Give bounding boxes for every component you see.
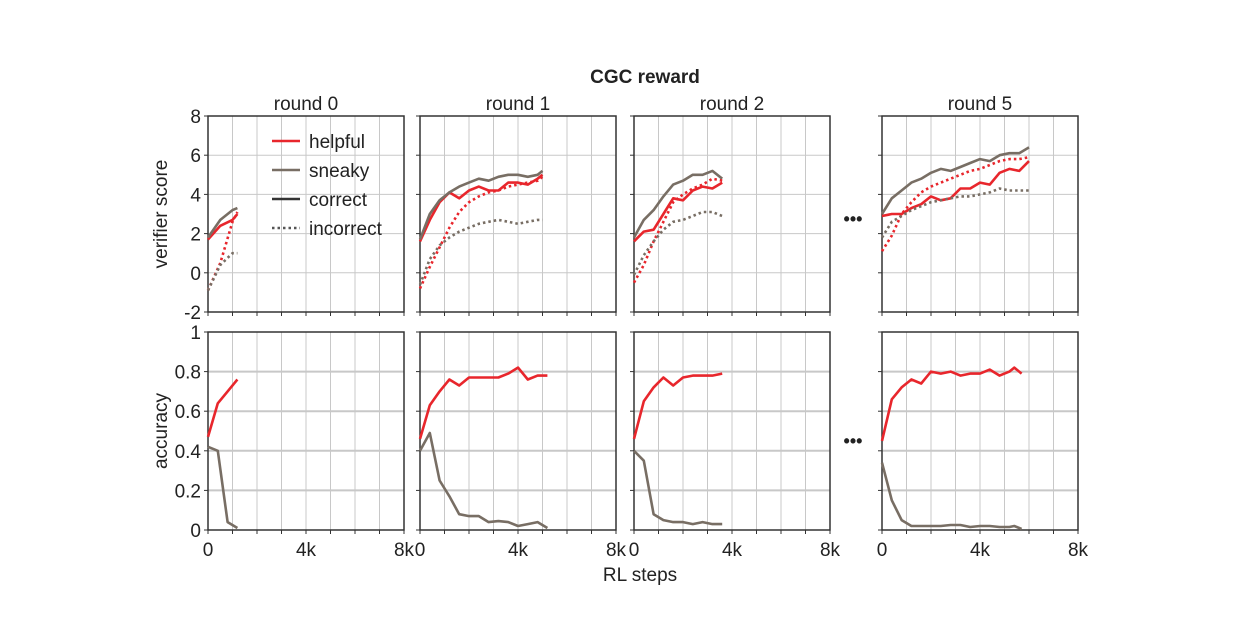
series-helpful-incorrect-line [206,211,239,291]
series-sneaky-incorrect-line [418,218,543,286]
ellipsis-top: ••• [844,209,863,229]
series-helpful-line [880,366,1023,442]
x-tick-label: 0 [629,540,640,561]
panel-title: round 2 [700,94,764,115]
series-sneaky-line [633,449,723,526]
y-axis-label-accuracy: accuracy [151,392,172,469]
series-sneaky-correct-line [880,146,1030,215]
legend-label: sneaky [309,161,370,182]
series-sneaky-correct-line [418,169,544,240]
x-tick-label: 8k [394,540,415,561]
x-tick-label: 0 [203,540,214,561]
panel-verifier-score: 8 6 4 2 0 -2 [184,107,405,324]
ellipsis-bottom: ••• [844,431,863,451]
y-tick-label: -2 [184,303,201,324]
panel-accuracy: 0 4k 8k [629,331,841,561]
y-tick-label: 0.4 [175,442,202,463]
panel-title: round 0 [274,94,338,115]
y-tick-label: 0.6 [175,402,201,423]
panel-verifier-score [878,115,1079,316]
y-tick-label: 4 [190,185,201,206]
x-tick-label: 4k [296,540,317,561]
series-helpful-line [418,366,548,440]
x-tick-label: 4k [970,540,991,561]
x-tick-label: 0 [415,540,426,561]
series-sneaky-correct-line [632,169,724,239]
y-tick-label: 2 [190,225,201,246]
series-sneaky-line [880,462,1023,531]
panel-accuracy: 0 4k 8k [877,331,1089,561]
y-tick-label: 0.2 [175,481,201,502]
panel-accuracy: 0 4k 8k [415,331,627,561]
panel-verifier-score [416,115,617,316]
series-sneaky-correct-line [206,206,238,239]
series-helpful-line [206,378,239,438]
series-helpful-incorrect-line [632,177,723,284]
y-tick-label: 1 [190,323,201,344]
panel-title: round 1 [486,94,550,115]
series-sneaky-incorrect-line [632,210,723,276]
series-helpful-correct-line [418,173,544,242]
series-helpful-line [632,372,723,440]
y-tick-label: 0 [190,521,201,542]
panel-verifier-score [630,115,831,316]
y-tick-label: 6 [190,146,201,167]
y-axis-label-verifier-score: verifier score [151,160,172,269]
x-tick-label: 4k [508,540,529,561]
x-tick-label: 8k [1068,540,1089,561]
y-tick-label: 0 [190,264,201,285]
series-helpful-correct-line [633,181,723,243]
series-helpful-incorrect-line [418,175,544,290]
x-tick-label: 4k [722,540,743,561]
y-tick-label: 8 [190,107,201,128]
series-sneaky-line [418,431,549,530]
x-tick-label: 8k [820,540,841,561]
chart-title: CGC reward [590,67,700,88]
x-tick-label: 0 [877,540,888,561]
series-sneaky-line [207,445,239,530]
series-helpful-incorrect-line [880,155,1030,252]
panel-title: round 5 [948,94,1012,115]
y-tick-label: 0.8 [175,363,201,384]
x-tick-label: 8k [606,540,627,561]
series-helpful-correct-line [881,160,1030,218]
legend-label: helpful [309,132,365,153]
panel-accuracy: 1 0.8 0.6 0.4 0.2 00 4k 8k [175,323,415,561]
legend-label: correct [309,190,368,211]
series-sneaky-incorrect-line [880,187,1029,239]
legend: helpful sneaky correct incorrect [272,132,383,240]
legend-label: incorrect [309,219,383,240]
x-axis-label: RL steps [603,565,677,586]
